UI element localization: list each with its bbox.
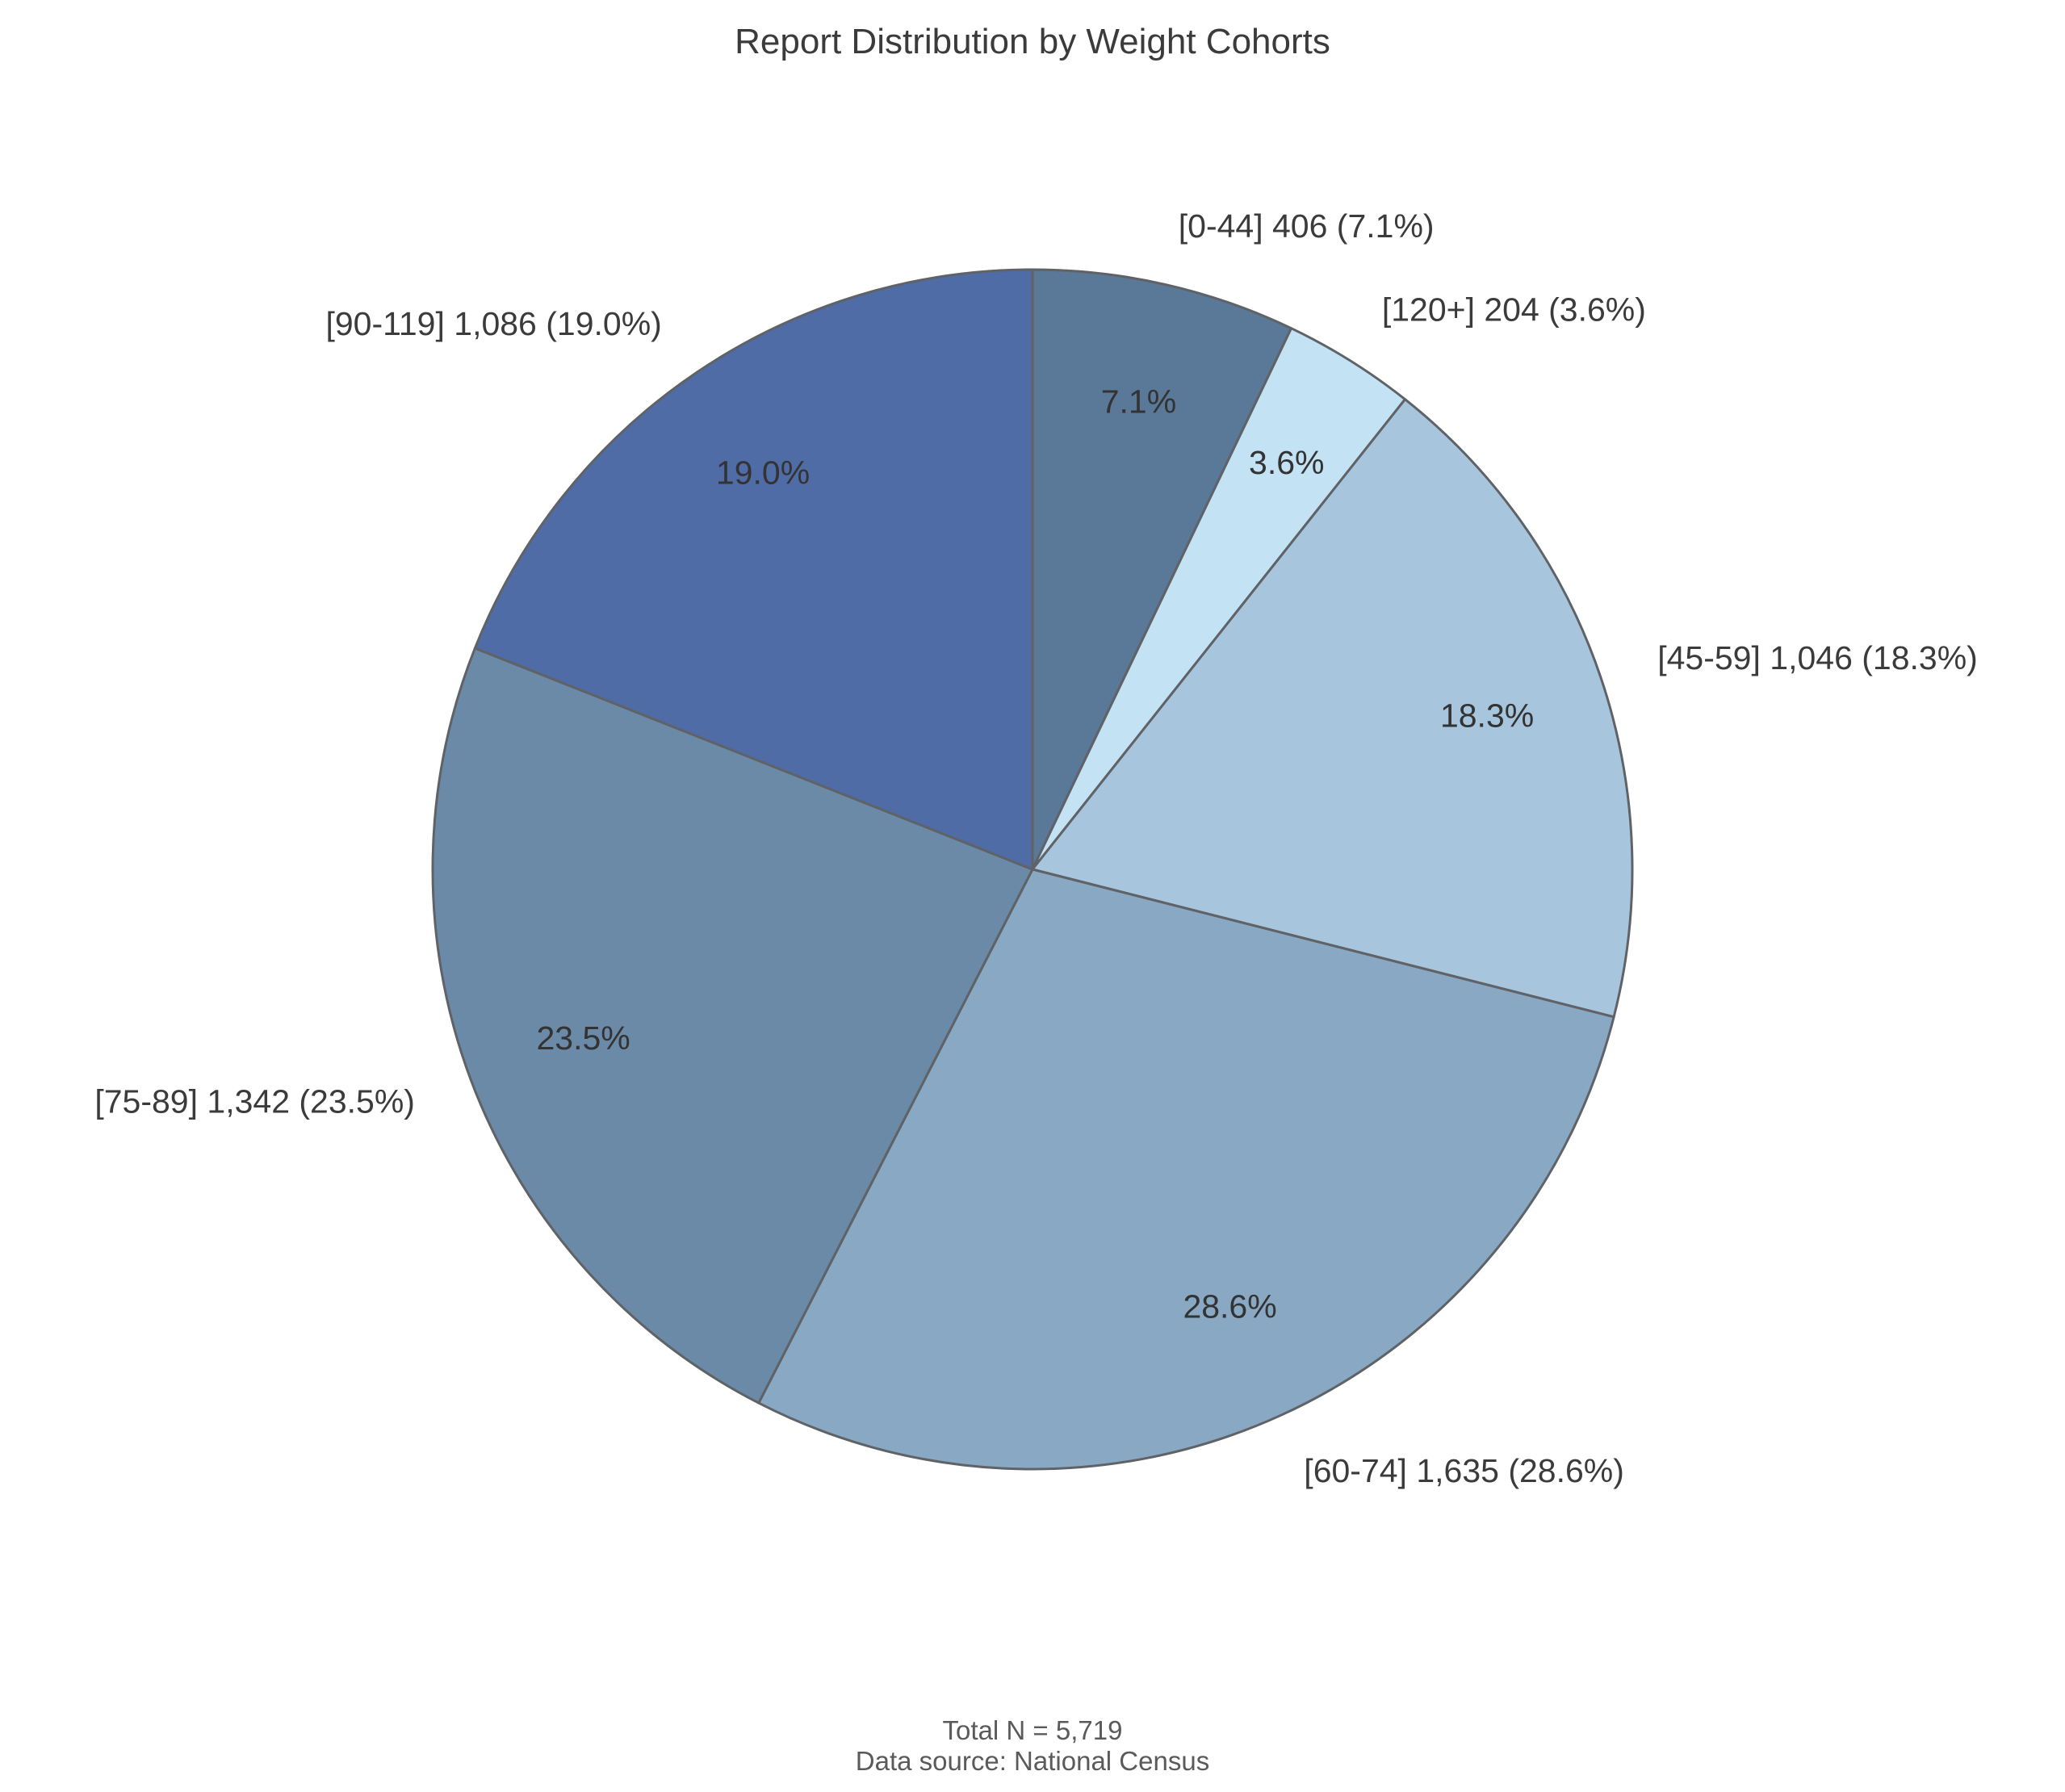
- pie-slices: [431, 268, 1634, 1471]
- pie-slice-5: [473, 268, 1034, 871]
- percent-labels: 7.1% 3.6% 18.3% 28.6% 23.5% 19.0%: [536, 383, 1534, 1325]
- outer-label-1: [120+] 204 (3.6%): [1382, 291, 1646, 329]
- percent-label-4: 23.5%: [536, 1020, 630, 1057]
- percent-label-3: 28.6%: [1183, 1288, 1276, 1325]
- outer-label-0: [0-44] 406 (7.1%): [1179, 207, 1435, 245]
- outer-labels: [0-44] 406 (7.1%) [120+] 204 (3.6%) [45-59…: [94, 207, 1977, 1489]
- outer-label-5: [90-119] 1,086 (19.0%): [325, 305, 661, 342]
- percent-label-2: 18.3%: [1440, 697, 1534, 735]
- pie-slice-0: [1031, 268, 1293, 871]
- percent-label-5: 19.0%: [716, 454, 810, 491]
- pie-slice-2: [1031, 398, 1634, 1019]
- percent-label-1: 3.6%: [1249, 444, 1324, 481]
- footnote-source: Data source: National Census: [856, 1746, 1209, 1776]
- pie-slice-3: [757, 868, 1615, 1471]
- pie-slice-4: [431, 647, 1034, 1405]
- outer-label-2: [45-59] 1,046 (18.3%): [1657, 639, 1978, 676]
- outer-label-4: [75-89] 1,342 (23.5%): [94, 1083, 415, 1120]
- outer-label-3: [60-74] 1,635 (28.6%): [1304, 1452, 1624, 1489]
- chart-title: Report Distribution by Weight Cohorts: [735, 22, 1330, 61]
- footnote-total: Total N = 5,719: [943, 1715, 1123, 1745]
- percent-label-0: 7.1%: [1101, 383, 1176, 420]
